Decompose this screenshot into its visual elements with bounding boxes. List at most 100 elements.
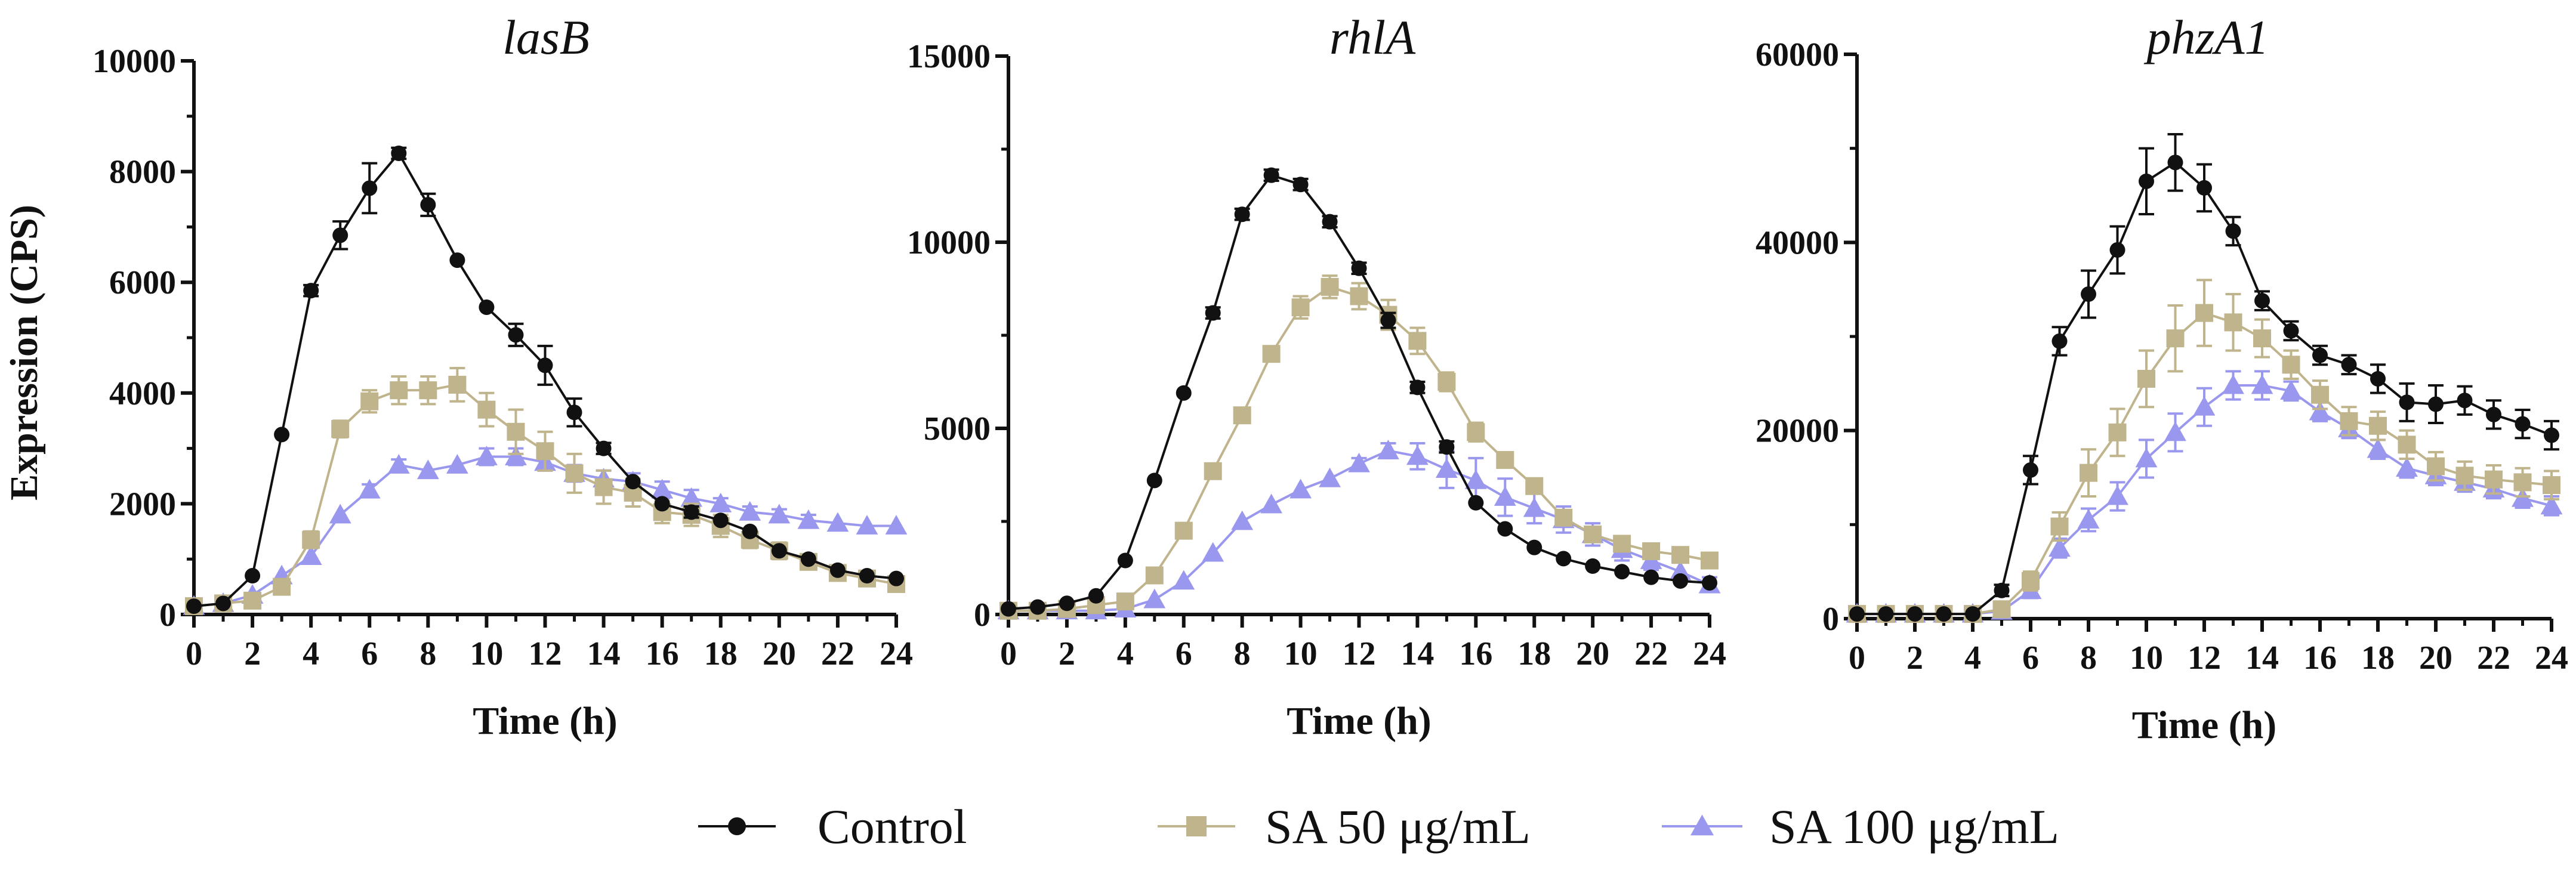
data-point: [1523, 497, 1545, 517]
x-tick-label: 0: [1000, 635, 1017, 672]
data-point: [2077, 509, 2100, 529]
data-point: [1348, 452, 1370, 472]
panel-title: rhlA: [1329, 10, 1416, 64]
x-tick-label: 14: [1400, 635, 1434, 672]
data-point: [1001, 601, 1016, 617]
data-point: [800, 551, 816, 567]
data-point: [2106, 485, 2128, 505]
data-point: [1350, 287, 1368, 305]
data-point: [2311, 385, 2329, 404]
legend-label: SA 100 μg/mL: [1769, 799, 2059, 854]
data-point: [859, 568, 875, 584]
chart-legend: Control SA 50 μg/mL SA 100 μg/mL: [698, 799, 2059, 854]
data-point: [358, 478, 381, 499]
x-tick-label: 6: [2022, 640, 2039, 677]
data-point: [771, 543, 787, 559]
data-point: [449, 252, 465, 268]
series-line: [1008, 285, 1710, 612]
data-point: [1613, 535, 1631, 553]
data-point: [596, 440, 612, 456]
data-point: [826, 512, 849, 532]
data-point: [1408, 332, 1427, 350]
data-point: [332, 227, 348, 243]
data-point: [2080, 464, 2097, 482]
series-line: [193, 383, 897, 608]
data-point: [625, 474, 641, 490]
data-point: [2312, 347, 2328, 363]
data-point: [507, 422, 525, 441]
data-point: [1965, 606, 1980, 622]
data-point: [2195, 304, 2213, 322]
data-point: [1319, 467, 1341, 487]
series-SA 50 μg/mL: [185, 367, 905, 616]
data-point: [1642, 542, 1661, 560]
data-point: [1556, 551, 1572, 567]
data-point: [420, 197, 436, 213]
data-point: [1233, 406, 1251, 425]
series-SA 50 μg/mL: [999, 274, 1719, 620]
x-tick-label: 0: [186, 635, 202, 672]
data-point: [712, 512, 729, 529]
x-tick-label: 22: [2477, 640, 2510, 677]
series-line: [193, 455, 896, 608]
data-point: [1117, 552, 1133, 569]
data-point: [2049, 537, 2071, 557]
data-point: [1496, 451, 1514, 470]
x-axis-title: Time (h): [1287, 699, 1432, 743]
data-point: [1701, 551, 1719, 570]
x-tick-label: 22: [821, 635, 854, 672]
data-point: [1202, 542, 1224, 562]
data-point: [1992, 600, 2011, 619]
data-point: [1291, 298, 1310, 317]
data-point: [594, 478, 613, 496]
x-tick-label: 2: [1906, 640, 1923, 677]
data-point: [1174, 521, 1193, 540]
data-point: [2109, 242, 2125, 258]
data-point: [1643, 569, 1659, 585]
data-point: [2137, 369, 2155, 388]
data-point: [566, 404, 582, 421]
x-tick-label: 4: [1117, 635, 1134, 672]
data-point: [2399, 394, 2415, 410]
data-point: [1614, 564, 1630, 580]
data-point: [1526, 539, 1542, 555]
data-point: [300, 545, 322, 565]
x-tick-label: 18: [704, 635, 738, 672]
x-tick-label: 6: [361, 635, 378, 672]
data-point: [2283, 323, 2299, 339]
x-tick-label: 14: [587, 635, 621, 672]
data-point: [2023, 462, 2038, 478]
data-point: [565, 464, 584, 483]
series-line: [1857, 311, 2552, 616]
data-point: [1494, 486, 1516, 506]
data-point: [273, 577, 291, 596]
data-point: [1292, 177, 1309, 193]
data-point: [2396, 457, 2418, 477]
y-tick-label: 4000: [109, 375, 176, 412]
data-point: [856, 515, 878, 535]
data-point: [680, 487, 703, 507]
data-point: [1263, 167, 1279, 183]
data-point: [215, 595, 232, 612]
data-point: [1260, 493, 1283, 514]
data-point: [2253, 329, 2271, 348]
data-point: [1467, 423, 1485, 441]
data-point: [1994, 582, 2010, 598]
data-point: [508, 327, 524, 343]
x-tick-label: 4: [303, 635, 319, 672]
data-point: [2050, 517, 2069, 536]
data-point: [1380, 313, 1396, 329]
data-point: [448, 375, 467, 394]
y-tick-label: 10000: [907, 224, 991, 261]
data-point: [2457, 393, 2473, 409]
data-point: [302, 530, 320, 549]
data-point: [303, 283, 319, 299]
data-point: [1702, 575, 1717, 591]
data-point: [2196, 180, 2212, 196]
data-point: [1439, 439, 1455, 455]
data-point: [329, 504, 351, 524]
data-point: [446, 454, 468, 474]
x-tick-label: 8: [2080, 640, 2097, 677]
